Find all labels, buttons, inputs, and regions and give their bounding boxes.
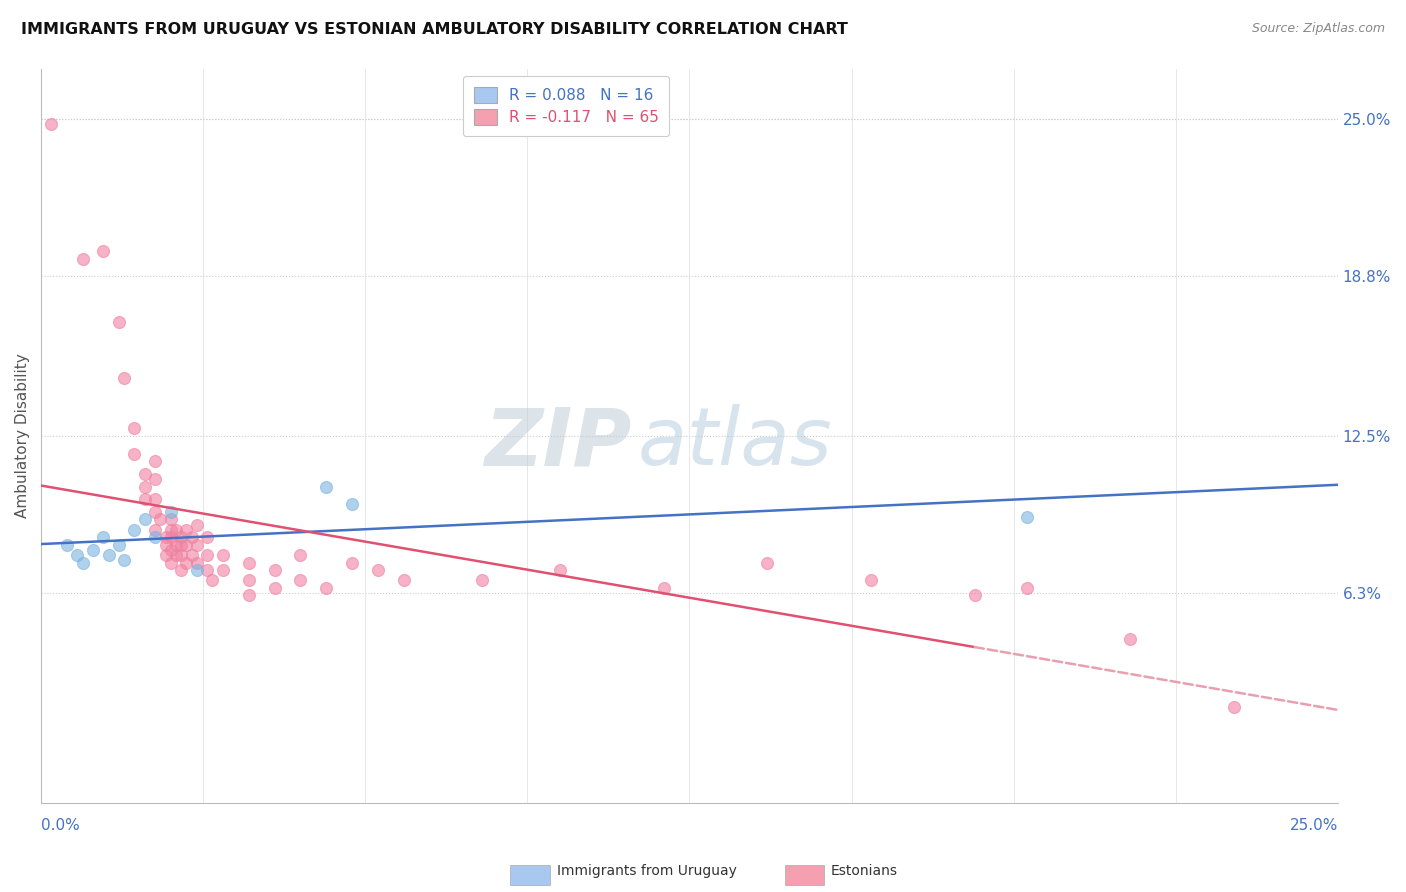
Point	[112, 370, 135, 384]
Point	[165, 523, 187, 537]
Point	[159, 556, 181, 570]
Point	[342, 497, 364, 511]
Point	[66, 548, 89, 562]
Point	[170, 563, 193, 577]
Legend: R = 0.088   N = 16, R = -0.117   N = 65: R = 0.088 N = 16, R = -0.117 N = 65	[463, 76, 669, 136]
Point	[263, 581, 285, 595]
Point	[315, 581, 337, 595]
Point	[108, 538, 131, 552]
Point	[143, 523, 166, 537]
Point	[124, 421, 146, 435]
Point	[143, 492, 166, 507]
Point	[143, 530, 166, 544]
Point	[176, 538, 198, 552]
Point	[963, 589, 986, 603]
Point	[859, 574, 882, 588]
Point	[263, 563, 285, 577]
Point	[134, 479, 156, 493]
Point	[342, 556, 364, 570]
Point	[143, 454, 166, 468]
Point	[134, 492, 156, 507]
Point	[134, 467, 156, 481]
Point	[159, 505, 181, 519]
Point	[93, 530, 115, 544]
Text: 25.0%: 25.0%	[1289, 818, 1337, 833]
Point	[548, 563, 571, 577]
Point	[82, 542, 104, 557]
Point	[124, 523, 146, 537]
Point	[159, 542, 181, 557]
Point	[159, 530, 181, 544]
Point	[108, 315, 131, 329]
Point	[176, 523, 198, 537]
Point	[143, 505, 166, 519]
Text: Source: ZipAtlas.com: Source: ZipAtlas.com	[1251, 22, 1385, 36]
Point	[170, 530, 193, 544]
Point	[97, 548, 120, 562]
Point	[195, 548, 218, 562]
Point	[170, 548, 193, 562]
Point	[1015, 510, 1038, 524]
Point	[180, 548, 202, 562]
Point	[41, 117, 63, 131]
Point	[56, 538, 79, 552]
Point	[124, 447, 146, 461]
Point	[1223, 700, 1246, 714]
Point	[93, 244, 115, 258]
Point	[176, 556, 198, 570]
Point	[211, 548, 233, 562]
Point	[134, 512, 156, 526]
Text: IMMIGRANTS FROM URUGUAY VS ESTONIAN AMBULATORY DISABILITY CORRELATION CHART: IMMIGRANTS FROM URUGUAY VS ESTONIAN AMBU…	[21, 22, 848, 37]
Point	[238, 574, 260, 588]
Point	[238, 589, 260, 603]
Point	[195, 563, 218, 577]
Point	[238, 556, 260, 570]
Point	[72, 556, 94, 570]
Point	[315, 479, 337, 493]
Point	[201, 574, 224, 588]
Point	[392, 574, 415, 588]
Point	[159, 512, 181, 526]
Point	[186, 556, 208, 570]
Y-axis label: Ambulatory Disability: Ambulatory Disability	[15, 353, 30, 518]
Point	[72, 252, 94, 266]
Text: atlas: atlas	[637, 404, 832, 483]
Point	[186, 538, 208, 552]
Point	[471, 574, 494, 588]
Point	[165, 548, 187, 562]
Point	[112, 553, 135, 567]
Point	[159, 523, 181, 537]
Point	[149, 512, 172, 526]
Point	[652, 581, 675, 595]
Text: 0.0%: 0.0%	[41, 818, 80, 833]
Point	[290, 548, 312, 562]
Point	[155, 530, 177, 544]
Text: Immigrants from Uruguay: Immigrants from Uruguay	[557, 864, 737, 879]
Point	[165, 538, 187, 552]
Point	[367, 563, 389, 577]
Point	[180, 530, 202, 544]
Point	[195, 530, 218, 544]
Point	[186, 517, 208, 532]
Point	[1015, 581, 1038, 595]
Point	[170, 538, 193, 552]
Point	[211, 563, 233, 577]
Point	[186, 563, 208, 577]
Point	[155, 538, 177, 552]
Point	[756, 556, 779, 570]
Point	[1119, 632, 1142, 646]
Point	[155, 548, 177, 562]
Point	[290, 574, 312, 588]
Point	[143, 472, 166, 486]
Text: ZIP: ZIP	[484, 404, 631, 483]
Text: Estonians: Estonians	[831, 864, 898, 879]
